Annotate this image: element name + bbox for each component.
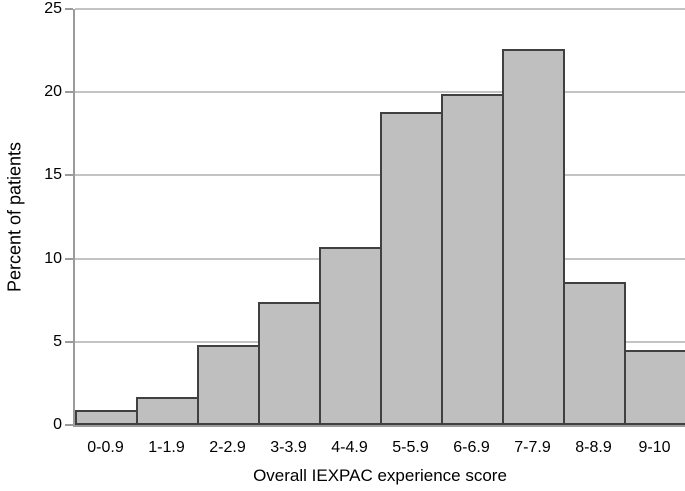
x-axis-title: Overall IEXPAC experience score [253,466,507,485]
y-tick-mark-15 [65,174,73,176]
y-tick-mark-25 [65,8,73,10]
y-tick-mark-0 [65,424,73,426]
y-tick-mark-20 [65,91,73,93]
y-tick-label-25: 25 [44,0,62,17]
x-tick-label-9-10: 9-10 [638,439,671,456]
bar-4-4.9 [319,247,382,425]
x-axis-line [73,425,685,427]
y-tick-mark-5 [65,341,73,343]
bar-5-5.9 [380,112,443,425]
x-tick-label-4-4.9: 4-4.9 [331,439,368,456]
y-axis-line [73,9,75,427]
y-tick-label-20: 20 [44,83,62,100]
x-tick-label-7-7.9: 7-7.9 [514,439,551,456]
x-tick-label-3-3.9: 3-3.9 [270,439,307,456]
gridline-y-20 [75,91,685,93]
y-tick-label-0: 0 [53,416,62,433]
x-tick-label-0-0.9: 0-0.9 [87,439,124,456]
bar-9-10 [624,350,685,425]
y-tick-mark-10 [65,258,73,260]
y-tick-label-5: 5 [53,333,62,350]
plot-area [75,8,685,425]
gridline-y-25 [75,8,685,10]
bar-6-6.9 [441,94,504,425]
x-tick-label-6-6.9: 6-6.9 [453,439,490,456]
x-tick-label-2-2.9: 2-2.9 [209,439,246,456]
x-tick-label-8-8.9: 8-8.9 [575,439,612,456]
x-tick-label-5-5.9: 5-5.9 [392,439,429,456]
bar-7-7.9 [502,49,565,425]
y-axis-title: Percent of patients [4,141,25,293]
bar-0-0.9 [75,410,138,425]
bar-3-3.9 [258,302,321,425]
x-tick-label-1-1.9: 1-1.9 [148,439,185,456]
y-tick-label-15: 15 [44,166,62,183]
y-tick-label-10: 10 [44,250,62,267]
bar-8-8.9 [563,282,626,425]
bar-1-1.9 [136,397,199,425]
bar-2-2.9 [197,345,260,425]
